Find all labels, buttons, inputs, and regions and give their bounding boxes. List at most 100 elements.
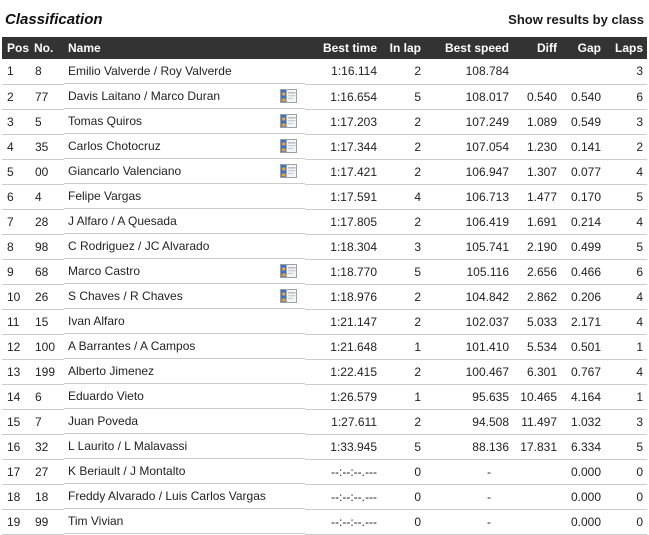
show-results-by-class-link[interactable]: Show results by class <box>508 12 644 27</box>
gap-cell: 0.499 <box>561 234 605 260</box>
driver-name: Juan Poveda <box>68 414 139 428</box>
best-time-cell: 1:18.976 <box>305 284 381 310</box>
best-time-cell: 1:21.147 <box>305 309 381 335</box>
in-lap-cell: 2 <box>381 134 425 160</box>
driver-name-cell: C Rodriguez / JC Alvarado <box>64 234 305 259</box>
driver-name-cell: Carlos Chotocruz <box>64 134 305 159</box>
best-speed-cell: 106.419 <box>425 209 513 235</box>
driver-name: Tim Vivian <box>68 514 124 528</box>
driver-name: J Alfaro / A Quesada <box>68 214 177 228</box>
best-speed-cell: 108.017 <box>425 84 513 110</box>
car-number-cell: 35 <box>30 134 64 160</box>
driver-name-cell: Marco Castro <box>64 259 305 284</box>
pos-cell: 12 <box>2 334 30 360</box>
best-time-cell: 1:33.945 <box>305 434 381 460</box>
driver-name-cell: K Beriault / J Montalto <box>64 459 305 484</box>
laps-cell: 2 <box>605 134 647 160</box>
in-lap-cell: 1 <box>381 384 425 410</box>
driver-name-cell: Freddy Alvarado / Luis Carlos Vargas <box>64 484 305 509</box>
driver-card-icon[interactable] <box>280 164 297 178</box>
driver-card-icon[interactable] <box>280 139 297 153</box>
diff-cell: 2.656 <box>513 259 561 285</box>
in-lap-cell: 2 <box>381 159 425 185</box>
driver-name-cell: Eduardo Vieto <box>64 384 305 409</box>
best-time-cell: 1:18.304 <box>305 234 381 260</box>
table-row: 4 35 Carlos Chotocruz 1:17.344 2 107.054… <box>2 134 647 160</box>
in-lap-cell: 1 <box>381 334 425 360</box>
table-header-row: Pos No. Name Best time In lap Best speed… <box>2 37 647 59</box>
driver-name: Giancarlo Valenciano <box>68 164 182 178</box>
diff-cell: 6.301 <box>513 359 561 385</box>
in-lap-cell: 2 <box>381 409 425 435</box>
car-number-cell: 4 <box>30 184 64 210</box>
pos-cell: 4 <box>2 134 30 160</box>
in-lap-cell: 2 <box>381 284 425 310</box>
driver-name: Davis Laitano / Marco Duran <box>68 89 221 103</box>
laps-cell: 3 <box>605 59 647 85</box>
table-row: 1 8 Emilio Valverde / Roy Valverde 1:16.… <box>2 59 647 85</box>
driver-name-cell: A Barrantes / A Campos <box>64 334 305 359</box>
best-speed-cell: 94.508 <box>425 409 513 435</box>
diff-cell: 2.862 <box>513 284 561 310</box>
best-time-cell: --:--:--.--- <box>305 459 381 485</box>
best-time-cell: 1:17.203 <box>305 109 381 135</box>
driver-name-cell: J Alfaro / A Quesada <box>64 209 305 234</box>
table-row: 3 5 Tomas Quiros 1:17.203 2 107.249 1.08… <box>2 109 647 135</box>
gap-cell <box>561 59 605 85</box>
best-time-cell: 1:16.654 <box>305 84 381 110</box>
pos-cell: 1 <box>2 59 30 85</box>
driver-card-icon[interactable] <box>280 89 297 103</box>
driver-card-icon[interactable] <box>280 114 297 128</box>
best-time-cell: --:--:--.--- <box>305 484 381 510</box>
best-time-cell: 1:17.421 <box>305 159 381 185</box>
best-speed-cell: - <box>425 484 513 510</box>
table-row: 11 15 Ivan Alfaro 1:21.147 2 102.037 5.0… <box>2 309 647 335</box>
driver-name: Carlos Chotocruz <box>68 139 161 153</box>
car-number-cell: 28 <box>30 209 64 235</box>
car-number-cell: 5 <box>30 109 64 135</box>
pos-cell: 6 <box>2 184 30 210</box>
best-speed-cell: 88.136 <box>425 434 513 460</box>
pos-cell: 18 <box>2 484 30 510</box>
best-speed-cell: 100.467 <box>425 359 513 385</box>
car-number-cell: 99 <box>30 509 64 535</box>
pos-cell: 5 <box>2 159 30 185</box>
table-header: Pos No. Name Best time In lap Best speed… <box>2 37 647 59</box>
driver-card-icon[interactable] <box>280 289 297 303</box>
laps-cell: 3 <box>605 109 647 135</box>
best-time-cell: 1:21.648 <box>305 334 381 360</box>
best-time-cell: 1:17.591 <box>305 184 381 210</box>
best-speed-cell: 106.713 <box>425 184 513 210</box>
best-time-cell: 1:22.415 <box>305 359 381 385</box>
driver-card-icon[interactable] <box>280 264 297 278</box>
in-lap-cell: 0 <box>381 484 425 510</box>
pos-cell: 2 <box>2 84 30 110</box>
pos-cell: 17 <box>2 459 30 485</box>
diff-cell: 0.540 <box>513 84 561 110</box>
driver-name-cell: Ivan Alfaro <box>64 309 305 334</box>
in-lap-cell: 5 <box>381 434 425 460</box>
best-speed-cell: 106.947 <box>425 159 513 185</box>
table-row: 14 6 Eduardo Vieto 1:26.579 1 95.635 10.… <box>2 384 647 410</box>
pos-cell: 14 <box>2 384 30 410</box>
diff-cell: 1.230 <box>513 134 561 160</box>
table-row: 16 32 L Laurito / L Malavassi 1:33.945 5… <box>2 434 647 460</box>
best-time-cell: 1:26.579 <box>305 384 381 410</box>
laps-cell: 4 <box>605 359 647 385</box>
driver-name: Ivan Alfaro <box>68 314 125 328</box>
pos-cell: 8 <box>2 234 30 260</box>
table-row: 19 99 Tim Vivian --:--:--.--- 0 - 0.000 … <box>2 509 647 535</box>
gap-cell: 6.334 <box>561 434 605 460</box>
table-row: 15 7 Juan Poveda 1:27.611 2 94.508 11.49… <box>2 409 647 435</box>
in-lap-cell: 3 <box>381 234 425 260</box>
gap-cell: 0.170 <box>561 184 605 210</box>
in-lap-cell: 2 <box>381 309 425 335</box>
best-speed-cell: 102.037 <box>425 309 513 335</box>
driver-name: C Rodriguez / JC Alvarado <box>68 239 210 253</box>
diff-cell <box>513 59 561 85</box>
laps-cell: 1 <box>605 384 647 410</box>
car-number-cell: 68 <box>30 259 64 285</box>
column-header-name: Name <box>68 41 101 55</box>
pos-cell: 10 <box>2 284 30 310</box>
in-lap-cell: 5 <box>381 84 425 110</box>
